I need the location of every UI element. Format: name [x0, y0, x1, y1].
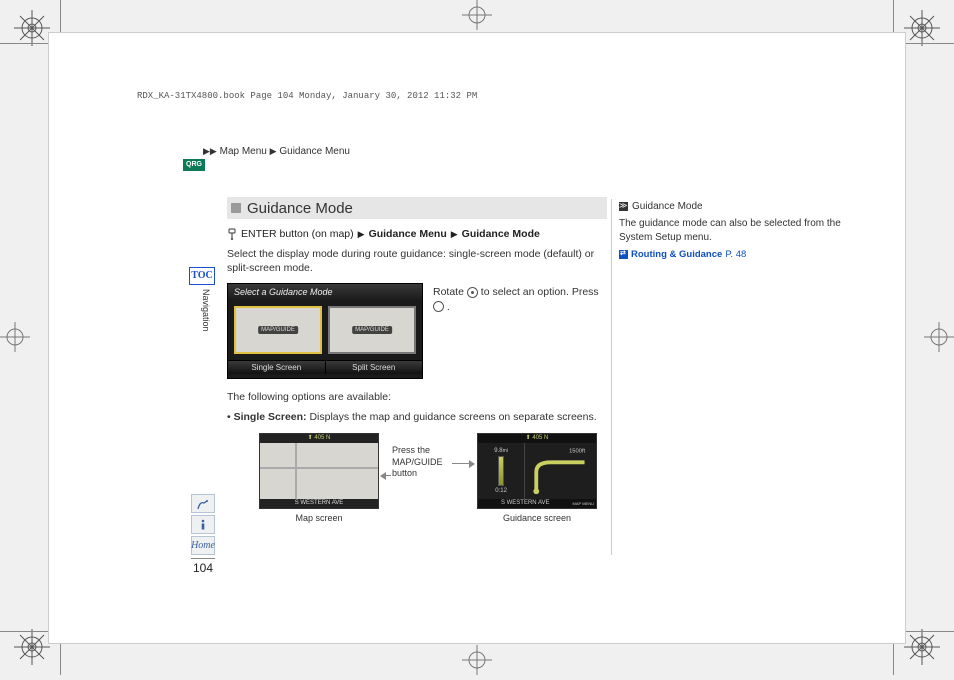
press-mapguide-text: Press the MAP/GUIDE button	[392, 445, 452, 480]
map-screen-figure: ⬆ 405 N S WESTERN AVE	[259, 433, 379, 509]
right-title: Guidance Mode	[632, 201, 703, 212]
guide-gauge: 9.8mi 0:12	[478, 443, 525, 499]
arrow-right-icon	[452, 463, 474, 464]
mode-thumb-label: MAP/GUIDE	[352, 326, 392, 334]
routing-guidance-link[interactable]: Routing & Guidance P. 48	[619, 249, 869, 260]
rotate-text-c: .	[447, 301, 450, 313]
rotate-text-a: Rotate	[433, 286, 467, 298]
link-page: P. 48	[725, 249, 746, 260]
mode-thumb-split: MAP/GUIDE	[328, 306, 416, 354]
mode-header: Select a Guidance Mode	[228, 284, 422, 300]
body-text: Select the display mode during route gui…	[227, 247, 605, 275]
reg-mark-bl	[14, 629, 50, 665]
breadcrumb-b: Guidance Menu	[279, 146, 350, 157]
crosshair-right	[924, 322, 954, 352]
crosshair-left	[0, 322, 30, 352]
rotate-instruction: Rotate to select an option. Press .	[433, 285, 603, 314]
guide-scale-text: 1500ft	[569, 449, 585, 455]
right-column: Guidance Mode The guidance mode can also…	[619, 201, 869, 260]
file-info: RDX_KA-31TX4800.book Page 104 Monday, Ja…	[137, 91, 477, 101]
breadcrumb-sep: ▶	[270, 146, 277, 156]
nav-path-a: Guidance Menu	[369, 228, 447, 240]
map-botbar: S WESTERN AVE	[260, 499, 378, 508]
guide-botbar: S WESTERN AVE MAP MENU	[478, 499, 596, 508]
section-title-bar: Guidance Mode	[227, 197, 607, 219]
mode-footer-split: Split Screen	[326, 360, 423, 374]
guide-eta: 0:12	[495, 488, 507, 494]
rotate-text-b: to select an option. Press	[481, 286, 599, 298]
bullet-text: Displays the map and guidance screens on…	[307, 411, 597, 423]
guide-topbar: ⬆ 405 N	[478, 434, 596, 443]
right-note: The guidance mode can also be selected f…	[619, 217, 869, 245]
map-caption: Map screen	[259, 513, 379, 523]
link-icon	[619, 250, 628, 259]
nav-path-b: Guidance Mode	[462, 228, 540, 240]
manual-page: RDX_KA-31TX4800.book Page 104 Monday, Ja…	[48, 32, 906, 644]
qrg-badge[interactable]: QRG	[183, 159, 205, 171]
column-separator	[611, 199, 612, 555]
link-text: Routing & Guidance	[631, 249, 722, 260]
guide-route: 1500ft	[525, 443, 596, 499]
guidance-mode-screenshot: Select a Guidance Mode MAP/GUIDE MAP/GUI…	[227, 283, 423, 379]
guide-bar	[498, 456, 504, 486]
map-topbar: ⬆ 405 N	[260, 434, 378, 443]
voice-button[interactable]	[191, 494, 215, 513]
reg-mark-tl	[14, 10, 50, 46]
mode-thumb-single: MAP/GUIDE	[234, 306, 322, 354]
side-buttons: Home	[191, 494, 215, 555]
page-number: 104	[191, 558, 215, 575]
mode-footer-single: Single Screen	[228, 360, 326, 374]
guide-caption: Guidance screen	[477, 513, 597, 523]
section-title: Guidance Mode	[247, 200, 353, 217]
crosshair-bottom	[462, 645, 492, 675]
reg-mark-br	[904, 629, 940, 665]
section-square-icon	[231, 203, 241, 213]
nav-path: ENTER button (on map) ▶ Guidance Menu ▶ …	[227, 228, 540, 240]
nav-path-tri1: ▶	[358, 229, 365, 240]
note-icon	[619, 202, 628, 211]
dial-icon	[467, 287, 478, 298]
nav-path-enter: ENTER button (on map)	[241, 228, 354, 240]
enter-button-icon	[227, 228, 237, 240]
guide-dist: 9.8mi	[494, 448, 508, 454]
breadcrumb-arrow: ▶▶	[203, 146, 217, 156]
nav-path-tri2: ▶	[451, 229, 458, 240]
press-icon	[433, 301, 444, 312]
following-text: The following options are available:	[227, 391, 391, 403]
arrow-left-icon	[381, 475, 391, 476]
info-button[interactable]	[191, 515, 215, 534]
chapter-label: Navigation	[201, 289, 211, 332]
guide-map-menu: MAP MENU	[573, 499, 596, 508]
breadcrumb: ▶▶ Map Menu ▶ Guidance Menu	[203, 146, 350, 157]
bullet-label: Single Screen:	[234, 411, 307, 423]
home-button[interactable]: Home	[191, 536, 215, 555]
bullet-single-screen: • Single Screen: Displays the map and gu…	[227, 411, 597, 423]
mode-thumb-label: MAP/GUIDE	[258, 326, 298, 334]
guidance-screen-figure: ⬆ 405 N 9.8mi 0:12 1500ft S WESTERN AVE …	[477, 433, 597, 509]
reg-mark-tr	[904, 10, 940, 46]
breadcrumb-a: Map Menu	[220, 146, 267, 157]
crosshair-top	[462, 0, 492, 30]
toc-button[interactable]: TOC	[189, 267, 215, 285]
